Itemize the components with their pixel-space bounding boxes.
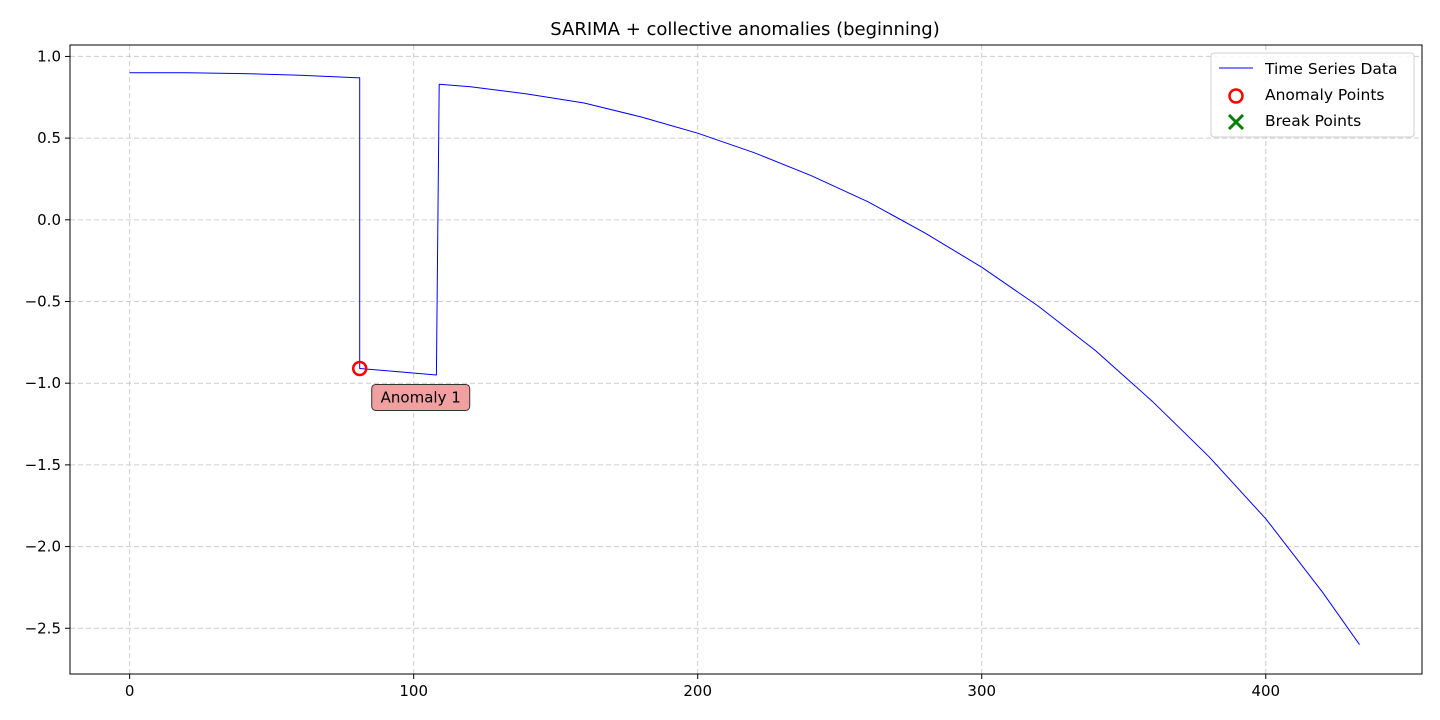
anomaly-annotation-box: [371, 383, 471, 411]
plot-frame: [69, 44, 1423, 675]
y-tick-label: 0.5: [37, 129, 61, 147]
legend-label: Anomaly Points: [1265, 86, 1384, 104]
y-tick-label: −1.0: [25, 374, 61, 392]
x-tick-label: 0: [125, 682, 135, 700]
y-tick-label: 1.0: [37, 47, 61, 65]
marker-layer: [351, 360, 368, 377]
y-tick-label: −2.5: [25, 619, 61, 637]
x-tick-label: 100: [399, 682, 428, 700]
legend-x-marker: [1227, 113, 1245, 131]
legend-box: [1210, 52, 1415, 138]
axes: 0 100 200 300 400 1.0 0.5 0.0 −0.5 −1.0 −1.5 −2.0 −2…: [25, 47, 1281, 700]
x-tick-label: 400: [1251, 682, 1280, 700]
series-layer: [129, 72, 1360, 645]
y-tick-label: −0.5: [25, 293, 61, 311]
y-tick-label: −2.0: [25, 538, 61, 556]
annotation-layer: Anomaly 1: [371, 383, 471, 411]
anomaly-point: [351, 360, 368, 377]
series-line-time-series-data: [129, 72, 1360, 645]
x-tick-label: 200: [683, 682, 712, 700]
legend-label: Break Points: [1265, 112, 1361, 130]
anomaly-annotation-label: Anomaly 1: [381, 388, 461, 406]
x-tick-label: 300: [967, 682, 996, 700]
y-tick-label: −1.5: [25, 456, 61, 474]
legend: Time Series Data Anomaly Points Break Poin…: [1210, 52, 1415, 138]
legend-circle-marker: [1228, 88, 1244, 104]
y-tick-label: 0.0: [37, 211, 61, 229]
legend-label: Time Series Data: [1264, 60, 1397, 78]
chart-title: SARIMA + collective anomalies (beginning…: [550, 19, 939, 40]
grid: [70, 45, 1422, 674]
